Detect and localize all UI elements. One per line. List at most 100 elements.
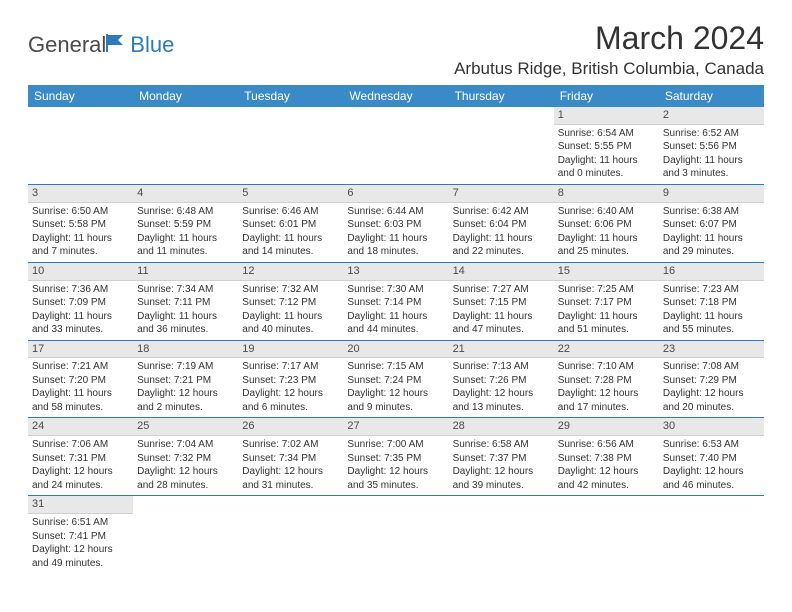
day-cell: 10Sunrise: 7:36 AMSunset: 7:09 PMDayligh… [28,262,133,340]
day-cell: 19Sunrise: 7:17 AMSunset: 7:23 PMDayligh… [238,340,343,418]
day-content: Sunrise: 7:36 AMSunset: 7:09 PMDaylight:… [28,281,133,340]
sunrise-line: Sunrise: 6:38 AM [663,205,760,219]
sunrise-line: Sunrise: 7:15 AM [347,360,444,374]
day-header: Tuesday [238,85,343,107]
day-number: 19 [238,341,343,359]
sunset-line: Sunset: 7:29 PM [663,374,760,388]
day-number: 7 [449,185,554,203]
day-cell: 12Sunrise: 7:32 AMSunset: 7:12 PMDayligh… [238,262,343,340]
day-number: 13 [343,263,448,281]
day-header-row: SundayMondayTuesdayWednesdayThursdayFrid… [28,85,764,107]
day-content: Sunrise: 7:30 AMSunset: 7:14 PMDaylight:… [343,281,448,340]
flag-icon [106,34,128,57]
day-number: 1 [554,107,659,125]
sunrise-line: Sunrise: 7:34 AM [137,283,234,297]
daylight-line: Daylight: 12 hours and 49 minutes. [32,543,129,570]
daylight-line: Daylight: 11 hours and 14 minutes. [242,232,339,259]
sunrise-line: Sunrise: 6:52 AM [663,127,760,141]
sunrise-line: Sunrise: 7:36 AM [32,283,129,297]
sunrise-line: Sunrise: 7:02 AM [242,438,339,452]
sunset-line: Sunset: 7:11 PM [137,296,234,310]
day-cell: 15Sunrise: 7:25 AMSunset: 7:17 PMDayligh… [554,262,659,340]
calendar-table: SundayMondayTuesdayWednesdayThursdayFrid… [28,85,764,573]
week-row: 3Sunrise: 6:50 AMSunset: 5:58 PMDaylight… [28,184,764,262]
daylight-line: Daylight: 11 hours and 33 minutes. [32,310,129,337]
sunrise-line: Sunrise: 6:46 AM [242,205,339,219]
day-content: Sunrise: 7:27 AMSunset: 7:15 PMDaylight:… [449,281,554,340]
day-number: 2 [659,107,764,125]
day-cell: 20Sunrise: 7:15 AMSunset: 7:24 PMDayligh… [343,340,448,418]
empty-cell [133,496,238,573]
day-content: Sunrise: 6:56 AMSunset: 7:38 PMDaylight:… [554,436,659,495]
day-cell: 7Sunrise: 6:42 AMSunset: 6:04 PMDaylight… [449,184,554,262]
empty-cell [343,107,448,184]
empty-cell [449,496,554,573]
day-number: 23 [659,341,764,359]
day-number: 9 [659,185,764,203]
empty-cell [343,496,448,573]
day-content: Sunrise: 7:10 AMSunset: 7:28 PMDaylight:… [554,358,659,417]
sunset-line: Sunset: 7:40 PM [663,452,760,466]
day-cell: 24Sunrise: 7:06 AMSunset: 7:31 PMDayligh… [28,418,133,496]
sunset-line: Sunset: 7:12 PM [242,296,339,310]
daylight-line: Daylight: 11 hours and 3 minutes. [663,154,760,181]
daylight-line: Daylight: 12 hours and 24 minutes. [32,465,129,492]
sunset-line: Sunset: 7:09 PM [32,296,129,310]
empty-cell [554,496,659,573]
sunset-line: Sunset: 7:15 PM [453,296,550,310]
day-number: 30 [659,418,764,436]
sunset-line: Sunset: 7:32 PM [137,452,234,466]
sunset-line: Sunset: 6:06 PM [558,218,655,232]
sunrise-line: Sunrise: 7:06 AM [32,438,129,452]
day-content: Sunrise: 6:38 AMSunset: 6:07 PMDaylight:… [659,203,764,262]
week-row: 10Sunrise: 7:36 AMSunset: 7:09 PMDayligh… [28,262,764,340]
sunrise-line: Sunrise: 7:30 AM [347,283,444,297]
day-cell: 14Sunrise: 7:27 AMSunset: 7:15 PMDayligh… [449,262,554,340]
sunrise-line: Sunrise: 6:58 AM [453,438,550,452]
day-number: 16 [659,263,764,281]
week-row: 17Sunrise: 7:21 AMSunset: 7:20 PMDayligh… [28,340,764,418]
calendar-body: 1Sunrise: 6:54 AMSunset: 5:55 PMDaylight… [28,107,764,573]
sunrise-line: Sunrise: 7:23 AM [663,283,760,297]
day-content: Sunrise: 6:46 AMSunset: 6:01 PMDaylight:… [238,203,343,262]
sunrise-line: Sunrise: 6:44 AM [347,205,444,219]
sunset-line: Sunset: 7:31 PM [32,452,129,466]
empty-cell [449,107,554,184]
day-number: 10 [28,263,133,281]
day-cell: 28Sunrise: 6:58 AMSunset: 7:37 PMDayligh… [449,418,554,496]
sunset-line: Sunset: 7:26 PM [453,374,550,388]
sunset-line: Sunset: 7:28 PM [558,374,655,388]
day-cell: 26Sunrise: 7:02 AMSunset: 7:34 PMDayligh… [238,418,343,496]
sunset-line: Sunset: 6:07 PM [663,218,760,232]
day-number: 22 [554,341,659,359]
month-title: March 2024 [454,20,764,57]
day-content: Sunrise: 6:54 AMSunset: 5:55 PMDaylight:… [554,125,659,184]
daylight-line: Daylight: 11 hours and 29 minutes. [663,232,760,259]
sunset-line: Sunset: 5:58 PM [32,218,129,232]
day-content: Sunrise: 7:17 AMSunset: 7:23 PMDaylight:… [238,358,343,417]
day-cell: 23Sunrise: 7:08 AMSunset: 7:29 PMDayligh… [659,340,764,418]
sunset-line: Sunset: 6:03 PM [347,218,444,232]
sunset-line: Sunset: 5:59 PM [137,218,234,232]
day-number: 11 [133,263,238,281]
day-cell: 3Sunrise: 6:50 AMSunset: 5:58 PMDaylight… [28,184,133,262]
title-block: March 2024 Arbutus Ridge, British Columb… [454,20,764,79]
week-row: 31Sunrise: 6:51 AMSunset: 7:41 PMDayligh… [28,496,764,573]
sunrise-line: Sunrise: 7:00 AM [347,438,444,452]
day-header: Sunday [28,85,133,107]
day-content: Sunrise: 6:58 AMSunset: 7:37 PMDaylight:… [449,436,554,495]
sunrise-line: Sunrise: 7:19 AM [137,360,234,374]
sunset-line: Sunset: 7:34 PM [242,452,339,466]
sunrise-line: Sunrise: 6:53 AM [663,438,760,452]
daylight-line: Daylight: 11 hours and 18 minutes. [347,232,444,259]
daylight-line: Daylight: 11 hours and 36 minutes. [137,310,234,337]
day-number: 5 [238,185,343,203]
week-row: 1Sunrise: 6:54 AMSunset: 5:55 PMDaylight… [28,107,764,184]
day-content: Sunrise: 7:02 AMSunset: 7:34 PMDaylight:… [238,436,343,495]
logo: General Blue [28,32,174,58]
day-cell: 9Sunrise: 6:38 AMSunset: 6:07 PMDaylight… [659,184,764,262]
sunrise-line: Sunrise: 6:56 AM [558,438,655,452]
daylight-line: Daylight: 12 hours and 31 minutes. [242,465,339,492]
day-content: Sunrise: 7:06 AMSunset: 7:31 PMDaylight:… [28,436,133,495]
daylight-line: Daylight: 12 hours and 9 minutes. [347,387,444,414]
